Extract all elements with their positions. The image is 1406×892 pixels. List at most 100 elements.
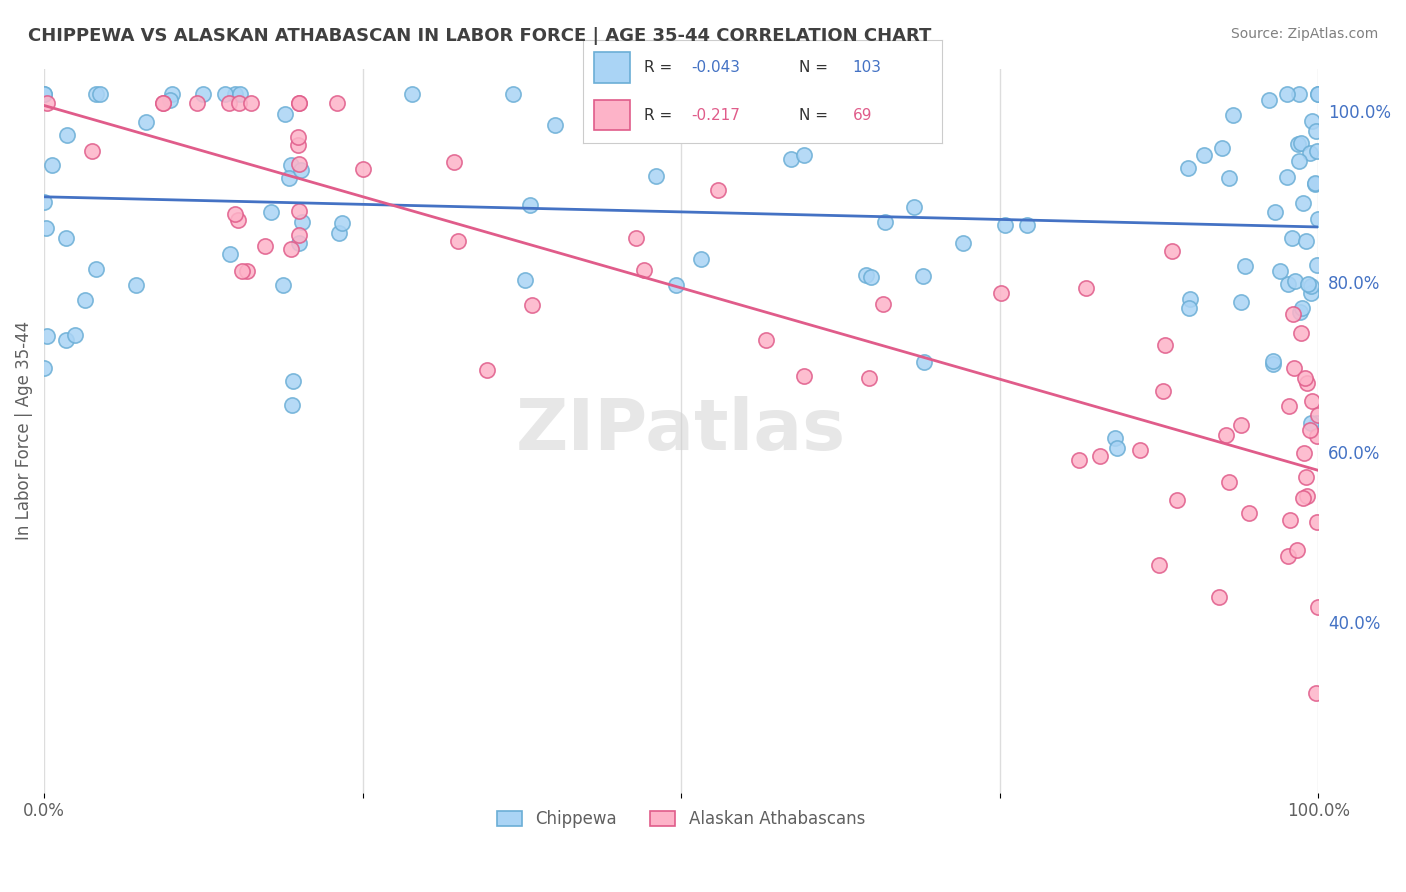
Point: [80, 144, 103, 158]
Point: [228, 95, 250, 110]
Point: [1261, 354, 1284, 368]
Point: [159, 93, 181, 107]
Point: [32, 87, 55, 101]
Text: -0.043: -0.043: [692, 61, 740, 75]
Point: [1289, 136, 1312, 150]
Point: [1295, 234, 1317, 248]
Point: [271, 278, 294, 293]
Point: [1282, 361, 1305, 376]
Point: [1296, 376, 1319, 391]
Point: [633, 262, 655, 277]
Point: [1301, 278, 1323, 293]
Point: [1234, 259, 1257, 273]
Point: [875, 215, 897, 229]
Point: [236, 264, 259, 278]
Point: [1074, 281, 1097, 295]
Point: [1305, 686, 1327, 700]
Point: [994, 218, 1017, 232]
Point: [291, 215, 314, 229]
Point: [1268, 263, 1291, 277]
Point: [281, 398, 304, 412]
Point: [1289, 326, 1312, 340]
Point: [1218, 171, 1240, 186]
Text: R =: R =: [644, 61, 678, 75]
Point: [1306, 87, 1329, 101]
Point: [352, 161, 374, 176]
Point: [515, 273, 537, 287]
Point: [755, 333, 778, 347]
Point: [1208, 590, 1230, 604]
Bar: [595, 100, 630, 130]
Point: [229, 87, 252, 101]
Text: 103: 103: [852, 61, 882, 75]
Point: [1257, 93, 1279, 107]
Point: [290, 162, 312, 177]
Point: [214, 87, 236, 101]
Point: [226, 212, 249, 227]
Point: [1278, 399, 1301, 413]
Point: [519, 197, 541, 211]
Point: [160, 87, 183, 101]
Point: [1308, 212, 1330, 227]
Point: [1278, 514, 1301, 528]
Point: [952, 236, 974, 251]
Point: [1222, 107, 1244, 121]
Point: [75, 293, 97, 307]
Legend: Chippewa, Alaskan Athabascans: Chippewa, Alaskan Athabascans: [491, 804, 872, 835]
Point: [1277, 277, 1299, 292]
Point: [1306, 144, 1329, 158]
Point: [1299, 286, 1322, 301]
Point: [1282, 307, 1305, 321]
Point: [990, 286, 1012, 301]
Point: [1301, 416, 1323, 430]
Point: [544, 118, 567, 132]
Point: [1305, 515, 1327, 529]
Point: [1215, 428, 1237, 442]
Point: [1166, 492, 1188, 507]
Point: [1295, 469, 1317, 483]
Point: [912, 355, 935, 369]
Point: [287, 95, 309, 110]
Text: Source: ZipAtlas.com: Source: ZipAtlas.com: [1230, 27, 1378, 41]
Point: [707, 183, 730, 197]
Point: [326, 95, 349, 110]
Point: [855, 268, 877, 282]
Point: [34, 361, 56, 376]
Text: 69: 69: [852, 108, 872, 122]
Point: [37, 329, 59, 343]
Point: [1281, 231, 1303, 245]
Point: [287, 236, 309, 251]
Text: N =: N =: [799, 108, 832, 122]
Point: [152, 95, 174, 110]
Point: [1088, 449, 1111, 463]
Point: [1303, 176, 1326, 190]
Point: [1288, 87, 1310, 101]
Point: [288, 227, 311, 242]
Point: [912, 87, 935, 101]
Point: [1194, 147, 1216, 161]
Point: [1153, 338, 1175, 352]
Point: [1289, 305, 1312, 319]
Point: [34, 87, 56, 101]
Point: [1306, 416, 1329, 430]
Point: [872, 297, 894, 311]
Point: [152, 95, 174, 110]
Point: [1292, 491, 1315, 505]
Point: [1177, 161, 1199, 176]
Point: [447, 234, 470, 248]
Point: [1264, 205, 1286, 219]
Point: [502, 87, 524, 101]
Point: [1306, 87, 1329, 101]
Point: [1015, 218, 1038, 232]
Point: [1229, 295, 1251, 310]
Point: [1286, 137, 1309, 152]
Point: [780, 152, 803, 166]
Point: [280, 242, 302, 256]
Text: N =: N =: [799, 61, 832, 75]
Point: [1285, 543, 1308, 558]
Point: [860, 270, 883, 285]
Point: [191, 87, 214, 101]
Point: [1305, 177, 1327, 191]
Point: [84, 262, 107, 277]
Point: [55, 231, 77, 245]
